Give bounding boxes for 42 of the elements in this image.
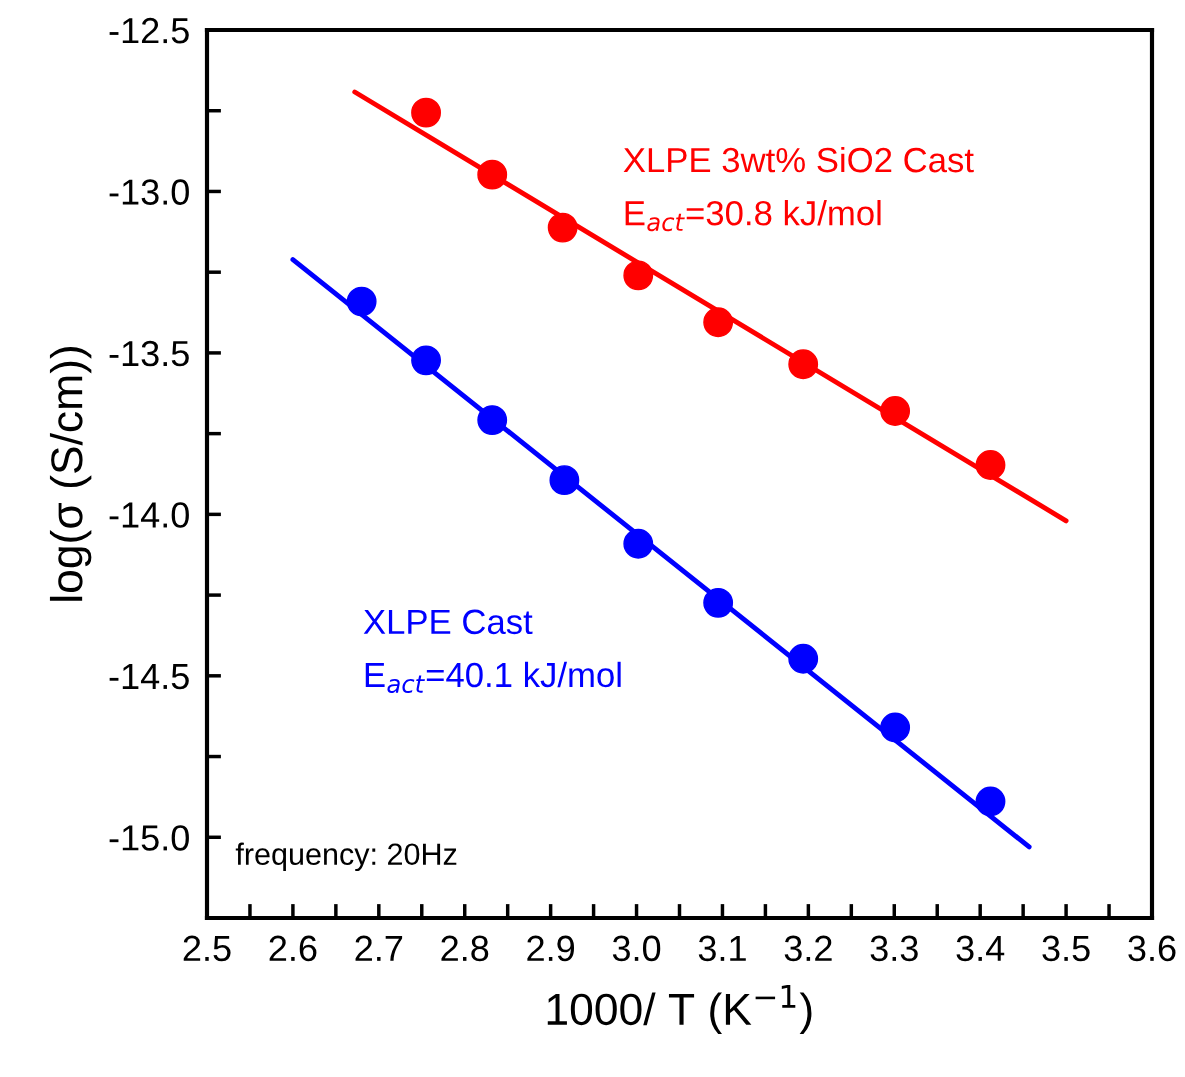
text: XLPE Cast bbox=[363, 609, 533, 635]
point bbox=[346, 286, 377, 317]
point bbox=[788, 349, 819, 380]
point bbox=[477, 159, 508, 190]
point bbox=[477, 405, 508, 436]
point bbox=[975, 450, 1006, 480]
x-tick-label: 2.5 bbox=[183, 935, 231, 962]
point bbox=[880, 712, 911, 743]
y-tick-label: -14.5 bbox=[109, 664, 189, 690]
x-tick-label: 2.8 bbox=[441, 935, 489, 962]
x-axis-title: 1000/ T (K$^{−1}$) bbox=[547, 985, 812, 1034]
x-tick-label: 3.3 bbox=[870, 935, 918, 962]
point bbox=[880, 396, 911, 426]
point bbox=[703, 307, 734, 338]
annotation: E$_{act}$=40.1 kJ/mol bbox=[365, 661, 621, 693]
point bbox=[788, 643, 819, 674]
x-tick-label: 2.7 bbox=[355, 935, 403, 961]
point bbox=[547, 212, 578, 243]
y-axis-title: log(σ (S/cm)) bbox=[49, 346, 92, 601]
x-tick-label: 2.6 bbox=[269, 935, 317, 962]
annotation: E$_{act}$=30.8 kJ/mol bbox=[625, 200, 881, 232]
y-tick-label: -13.0 bbox=[109, 179, 189, 205]
annotation: frequency: 20Hz bbox=[235, 842, 457, 872]
x-tick-label: 3.6 bbox=[1128, 935, 1176, 962]
x-tick-label: 3.2 bbox=[784, 935, 832, 962]
point bbox=[623, 260, 654, 291]
y-tick-label: -12.5 bbox=[109, 17, 189, 44]
point bbox=[411, 345, 441, 376]
y-tick-label: -15.0 bbox=[109, 825, 189, 851]
point bbox=[623, 528, 654, 559]
x-tick-label: 3.5 bbox=[1042, 935, 1090, 962]
x-tick-label: 3.1 bbox=[698, 935, 746, 962]
x-tick-label: 3.0 bbox=[612, 935, 661, 962]
point bbox=[549, 465, 580, 496]
x-tick-label: 3.4 bbox=[956, 935, 1005, 962]
point bbox=[975, 786, 1006, 817]
point bbox=[703, 587, 734, 618]
series-label: XLPE 3wt% SiO2 Cast bbox=[623, 146, 974, 173]
point bbox=[411, 97, 441, 128]
x-tick-label: 2.9 bbox=[527, 935, 575, 962]
y-tick-label: -14.0 bbox=[109, 502, 189, 528]
y-tick-label: -13.5 bbox=[109, 340, 189, 367]
